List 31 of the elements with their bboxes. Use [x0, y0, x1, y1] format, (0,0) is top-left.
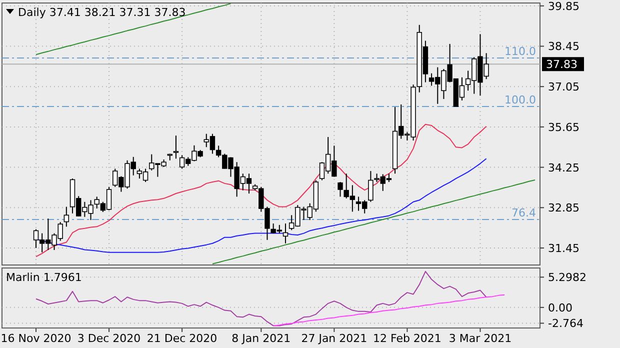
- annotation: 110.0: [504, 45, 536, 58]
- candlestick: [64, 206, 70, 228]
- y-tick-label: 34.25: [548, 161, 580, 174]
- line-series: [272, 294, 506, 326]
- y-tick-label: -2.764: [548, 317, 584, 330]
- x-tick-label: 27 Jan 2021: [301, 332, 368, 345]
- y-tick-label: 37.05: [548, 80, 580, 94]
- x-tick-label: 21 Dec 2020: [146, 332, 218, 345]
- line-series: [36, 124, 487, 258]
- ref-line-label: 37.83: [546, 58, 578, 72]
- y-tick-label: 5.2982: [548, 271, 586, 284]
- y-tick-label: 32.85: [548, 202, 580, 215]
- candlestick: [338, 181, 343, 198]
- x-tick-label: 8 Jan 2021: [232, 332, 291, 345]
- x-tick-label: 3 Dec 2020: [77, 332, 141, 345]
- annotation: 100.0: [504, 93, 536, 106]
- line-series: [212, 179, 536, 264]
- candlestick: [173, 135, 179, 160]
- candlestick: [368, 170, 374, 202]
- y-tick-label: 0.00: [548, 301, 572, 314]
- y-tick-label: 35.65: [548, 120, 580, 134]
- x-tick-label: 12 Feb 2021: [372, 332, 442, 345]
- chart-title: Daily 37.41 38.21 37.31 37.83: [18, 6, 186, 19]
- y-tick-label: 39.85: [548, 0, 580, 13]
- x-tick-label: 3 Mar 2021: [448, 332, 512, 345]
- chart-title: Marlin 1.7961: [6, 271, 82, 284]
- x-tick-label: 16 Nov 2020: [0, 332, 72, 345]
- y-tick-label: 38.45: [548, 40, 580, 54]
- candlestick: [282, 222, 288, 244]
- annotation: 76.4: [512, 206, 536, 220]
- y-tick-label: 31.45: [548, 242, 580, 255]
